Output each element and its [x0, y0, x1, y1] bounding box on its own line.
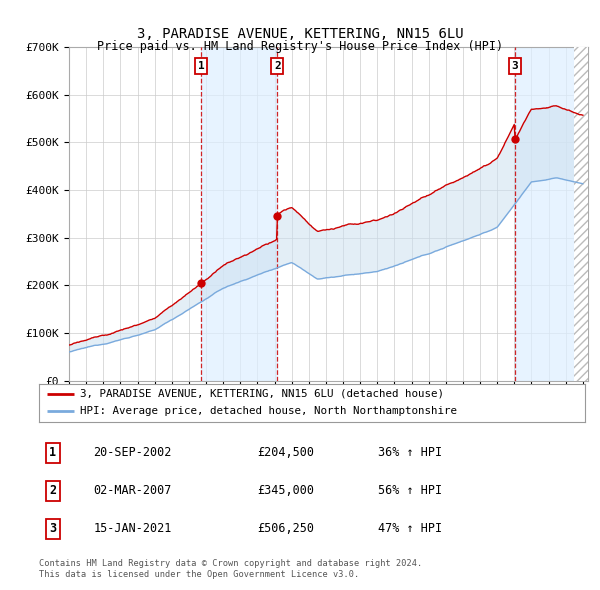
- Text: 20-SEP-2002: 20-SEP-2002: [94, 446, 172, 459]
- Text: 3: 3: [512, 61, 518, 71]
- Text: 1: 1: [49, 446, 56, 459]
- Text: Contains HM Land Registry data © Crown copyright and database right 2024.: Contains HM Land Registry data © Crown c…: [39, 559, 422, 568]
- Text: 1: 1: [198, 61, 205, 71]
- Text: 15-JAN-2021: 15-JAN-2021: [94, 522, 172, 535]
- Bar: [515, 47, 574, 381]
- Text: Price paid vs. HM Land Registry's House Price Index (HPI): Price paid vs. HM Land Registry's House …: [97, 40, 503, 53]
- Text: 02-MAR-2007: 02-MAR-2007: [94, 484, 172, 497]
- Text: 56% ↑ HPI: 56% ↑ HPI: [377, 484, 442, 497]
- Bar: [201, 47, 277, 381]
- Text: 3, PARADISE AVENUE, KETTERING, NN15 6LU: 3, PARADISE AVENUE, KETTERING, NN15 6LU: [137, 27, 463, 41]
- Text: 2: 2: [274, 61, 281, 71]
- Text: 36% ↑ HPI: 36% ↑ HPI: [377, 446, 442, 459]
- Bar: [277, 47, 515, 381]
- Text: 3, PARADISE AVENUE, KETTERING, NN15 6LU (detached house): 3, PARADISE AVENUE, KETTERING, NN15 6LU …: [80, 389, 444, 399]
- Bar: [574, 47, 588, 381]
- Text: £345,000: £345,000: [257, 484, 314, 497]
- Text: 3: 3: [49, 522, 56, 535]
- Text: This data is licensed under the Open Government Licence v3.0.: This data is licensed under the Open Gov…: [39, 570, 359, 579]
- Text: £204,500: £204,500: [257, 446, 314, 459]
- Text: HPI: Average price, detached house, North Northamptonshire: HPI: Average price, detached house, Nort…: [80, 407, 457, 417]
- Text: £506,250: £506,250: [257, 522, 314, 535]
- Text: 2: 2: [49, 484, 56, 497]
- Text: 47% ↑ HPI: 47% ↑ HPI: [377, 522, 442, 535]
